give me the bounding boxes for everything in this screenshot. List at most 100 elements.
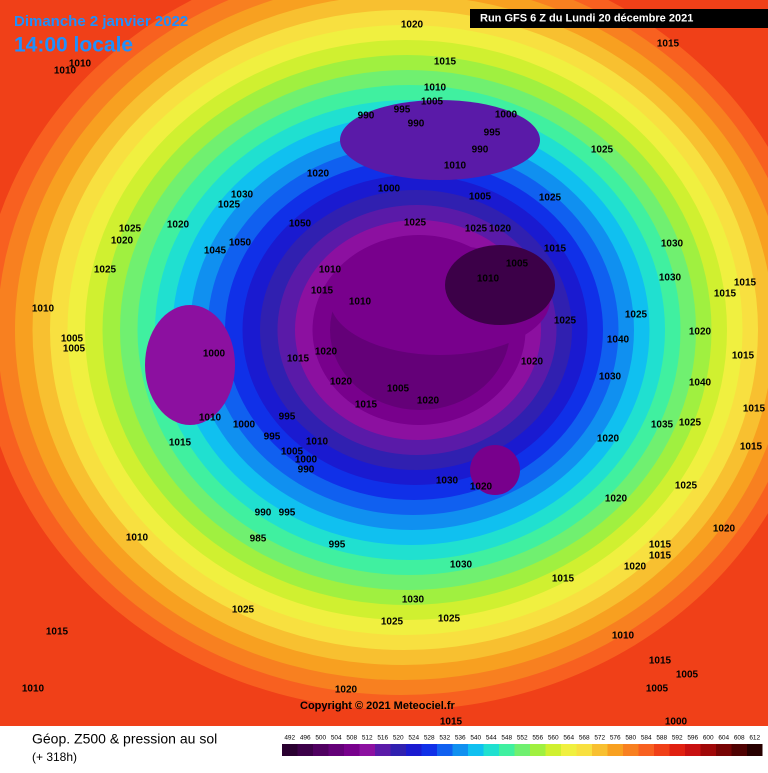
isobar-label: 1050	[289, 219, 312, 230]
legend-swatch	[499, 744, 515, 756]
isobar-label: 1015	[355, 400, 378, 411]
isobar-label: 1010	[612, 631, 635, 642]
legend-label: 560	[548, 735, 559, 742]
isobar-label: 1015	[552, 574, 575, 585]
legend-label: 592	[672, 735, 683, 742]
legend-label: 540	[470, 735, 481, 742]
isobar-label: 1045	[204, 246, 227, 257]
isobar-label: 1010	[349, 297, 372, 308]
isobar-label: 1010	[199, 413, 222, 424]
isobar-label: 1000	[233, 420, 256, 431]
legend-swatch	[608, 744, 624, 756]
isobar-label: 1030	[661, 239, 684, 250]
isobar-label: 1005	[387, 384, 410, 395]
isobar-label: 1020	[401, 20, 424, 31]
isobar-label: 1020	[597, 434, 620, 445]
legend-label: 572	[594, 735, 605, 742]
legend-swatch	[360, 744, 376, 756]
legend-swatch	[484, 744, 500, 756]
legend-label: 496	[300, 735, 311, 742]
isobar-label: 1015	[287, 354, 310, 365]
isobar-label: 1015	[544, 244, 567, 255]
isobar-label: 1015	[169, 438, 192, 449]
legend-swatch	[468, 744, 484, 756]
isobar-label: 1015	[649, 656, 672, 667]
cold-core	[445, 245, 555, 325]
legend-swatch	[422, 744, 438, 756]
legend-swatch	[437, 744, 453, 756]
isobar-label: 1025	[675, 481, 698, 492]
legend-label: 588	[656, 735, 667, 742]
legend-swatch	[639, 744, 655, 756]
isobar-label: 1050	[229, 238, 252, 249]
legend-label: 492	[284, 735, 295, 742]
isobar-label: 1015	[311, 286, 334, 297]
isobar-label: 1020	[167, 220, 190, 231]
isobar-label: 1010	[424, 83, 447, 94]
isobar-label: 1010	[444, 161, 467, 172]
isobar-label: 1005	[469, 192, 492, 203]
isobar-label: 1010	[54, 66, 77, 77]
legend-swatch	[685, 744, 701, 756]
isobar-label: 1025	[438, 614, 461, 625]
isobar-label: 1025	[94, 265, 117, 276]
isobar-label: 1020	[417, 396, 440, 407]
date: Dimanche 2 janvier 2022	[14, 13, 188, 30]
legend-label: 576	[610, 735, 621, 742]
isobar-label: 1025	[679, 418, 702, 429]
isobar-label: 1015	[649, 540, 672, 551]
isobar-label: 1015	[440, 717, 463, 728]
isobar-label: 1010	[22, 684, 45, 695]
copyright: Copyright © 2021 Meteociel.fr	[300, 700, 456, 712]
isobar-label: 1005	[506, 259, 529, 270]
cold-core	[145, 305, 235, 425]
isobar-label: 1025	[232, 605, 255, 616]
isobar-label: 1015	[46, 627, 69, 638]
isobar-label: 1020	[330, 377, 353, 388]
legend-swatch	[592, 744, 608, 756]
isobar-label: 1015	[434, 57, 457, 68]
isobar-label: 995	[279, 508, 296, 519]
legend-swatch	[701, 744, 717, 756]
isobar-label: 1020	[521, 357, 544, 368]
legend-swatch	[623, 744, 639, 756]
legend-label: 504	[331, 735, 342, 742]
isobar-label: 1040	[607, 335, 630, 346]
isobar-label: 1015	[657, 39, 680, 50]
legend-label: 564	[563, 735, 574, 742]
legend-label: 580	[625, 735, 636, 742]
isobar-label: 1030	[436, 476, 459, 487]
legend-swatch	[282, 744, 298, 756]
isobar-label: 1025	[465, 224, 488, 235]
legend-swatch	[747, 744, 763, 756]
legend-label: 520	[393, 735, 404, 742]
isobar-label: 1015	[734, 278, 757, 289]
legend-label: 508	[346, 735, 357, 742]
isobar-label: 1040	[689, 378, 712, 389]
isobar-label: 995	[264, 432, 281, 443]
legend-label: 548	[501, 735, 512, 742]
isobar-label: 1015	[732, 351, 755, 362]
isobar-label: 1025	[119, 224, 142, 235]
isobar-label: 1030	[599, 372, 622, 383]
isobar-label: 1005	[646, 684, 669, 695]
isobar-label: 1015	[714, 289, 737, 300]
legend-label: 612	[749, 735, 760, 742]
legend-swatch	[654, 744, 670, 756]
isobar-label: 1020	[315, 347, 338, 358]
isobar-label: 990	[472, 145, 489, 156]
isobar-label: 1000	[203, 349, 226, 360]
isobar-label: 1000	[378, 184, 401, 195]
legend-swatch	[329, 744, 345, 756]
isobar-label: 1025	[539, 193, 562, 204]
legend-label: 516	[377, 735, 388, 742]
isobar-label: 1030	[402, 595, 425, 606]
isobar-label: 990	[255, 508, 272, 519]
isobar-label: 1005	[421, 97, 444, 108]
legend-label: 532	[439, 735, 450, 742]
legend-swatch	[391, 744, 407, 756]
isobar-label: 1020	[489, 224, 512, 235]
time: 14:00 locale	[14, 34, 133, 57]
